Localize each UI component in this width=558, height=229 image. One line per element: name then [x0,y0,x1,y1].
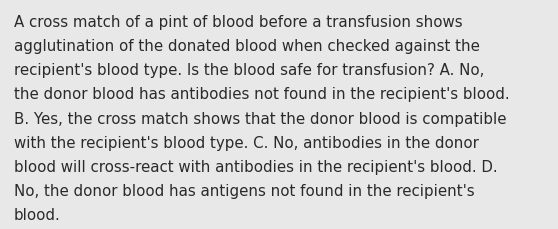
Text: blood.: blood. [14,207,61,222]
Text: B. Yes, the cross match shows that the donor blood is compatible: B. Yes, the cross match shows that the d… [14,111,507,126]
Text: with the recipient's blood type. C. No, antibodies in the donor: with the recipient's blood type. C. No, … [14,135,479,150]
Text: A cross match of a pint of blood before a transfusion shows: A cross match of a pint of blood before … [14,15,463,30]
Text: blood will cross-react with antibodies in the recipient's blood. D.: blood will cross-react with antibodies i… [14,159,498,174]
Text: the donor blood has antibodies not found in the recipient's blood.: the donor blood has antibodies not found… [14,87,509,102]
Text: No, the donor blood has antigens not found in the recipient's: No, the donor blood has antigens not fou… [14,183,474,198]
Text: recipient's blood type. Is the blood safe for transfusion? A. No,: recipient's blood type. Is the blood saf… [14,63,484,78]
Text: agglutination of the donated blood when checked against the: agglutination of the donated blood when … [14,39,480,54]
